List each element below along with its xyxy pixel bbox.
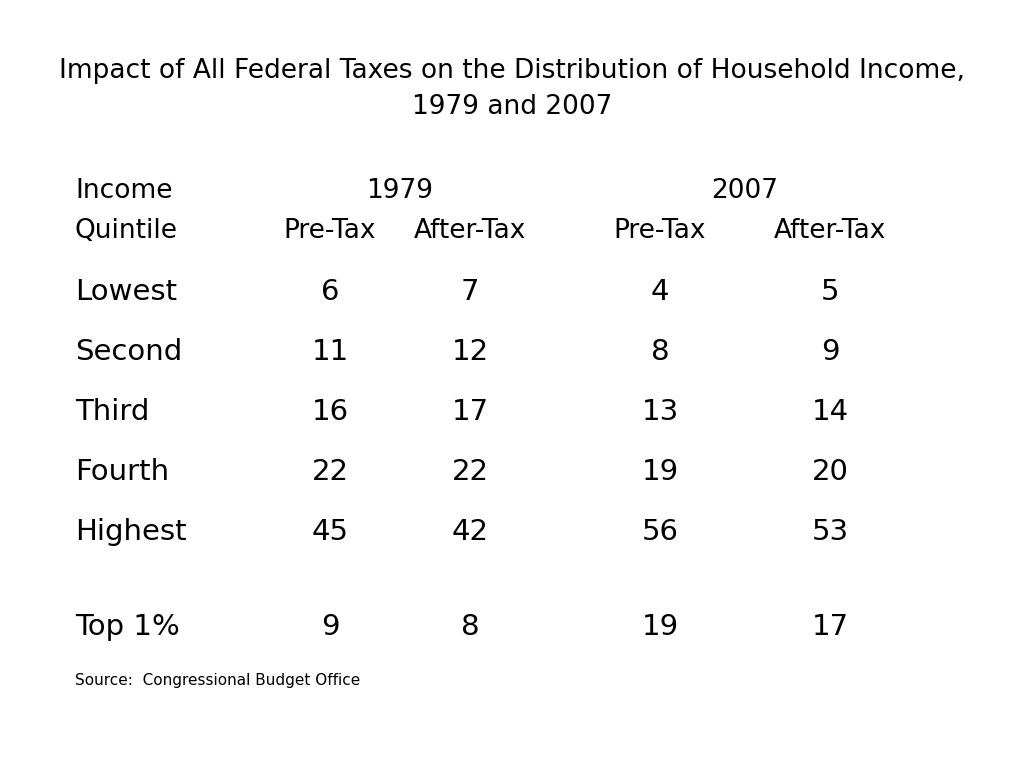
Text: Quintile: Quintile: [75, 218, 178, 244]
Text: 22: 22: [452, 458, 488, 486]
Text: 20: 20: [812, 458, 849, 486]
Text: Second: Second: [75, 338, 182, 366]
Text: 45: 45: [311, 518, 348, 546]
Text: 12: 12: [452, 338, 488, 366]
Text: 19: 19: [641, 458, 679, 486]
Text: 8: 8: [650, 338, 670, 366]
Text: 14: 14: [811, 398, 849, 426]
Text: 17: 17: [811, 613, 849, 641]
Text: Fourth: Fourth: [75, 458, 169, 486]
Text: After-Tax: After-Tax: [414, 218, 526, 244]
Text: Income: Income: [75, 178, 172, 204]
Text: Third: Third: [75, 398, 150, 426]
Text: After-Tax: After-Tax: [774, 218, 886, 244]
Text: 8: 8: [461, 613, 479, 641]
Text: 6: 6: [321, 278, 339, 306]
Text: 13: 13: [641, 398, 679, 426]
Text: 2007: 2007: [712, 178, 778, 204]
Text: 56: 56: [641, 518, 679, 546]
Text: 7: 7: [461, 278, 479, 306]
Text: 9: 9: [321, 613, 339, 641]
Text: 4: 4: [650, 278, 670, 306]
Text: 5: 5: [821, 278, 840, 306]
Text: 42: 42: [452, 518, 488, 546]
Text: 1979: 1979: [367, 178, 433, 204]
Text: 53: 53: [811, 518, 849, 546]
Text: 11: 11: [311, 338, 348, 366]
Text: 9: 9: [821, 338, 840, 366]
Text: 19: 19: [641, 613, 679, 641]
Text: Highest: Highest: [75, 518, 186, 546]
Text: Top 1%: Top 1%: [75, 613, 180, 641]
Text: 22: 22: [311, 458, 348, 486]
Text: Lowest: Lowest: [75, 278, 177, 306]
Text: Source:  Congressional Budget Office: Source: Congressional Budget Office: [75, 673, 360, 688]
Text: Pre-Tax: Pre-Tax: [613, 218, 707, 244]
Text: 16: 16: [311, 398, 348, 426]
Text: 17: 17: [452, 398, 488, 426]
Text: Pre-Tax: Pre-Tax: [284, 218, 376, 244]
Text: Impact of All Federal Taxes on the Distribution of Household Income,
1979 and 20: Impact of All Federal Taxes on the Distr…: [59, 58, 965, 120]
